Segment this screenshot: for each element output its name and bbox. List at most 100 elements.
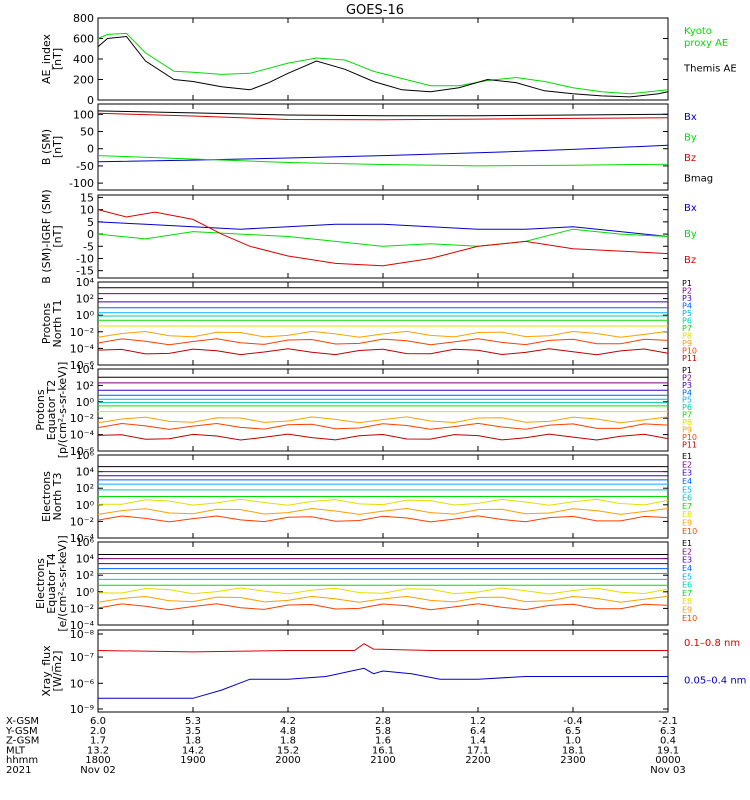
orbit-row-label: MLT xyxy=(6,745,26,756)
legend-label: Bz xyxy=(684,255,696,266)
ytick-label: 10⁴ xyxy=(76,553,95,566)
ylabel: Electrons xyxy=(40,471,53,522)
channel-label: P11 xyxy=(682,440,697,449)
channel-label: P8 xyxy=(682,332,692,341)
orbit-value: 2100 xyxy=(370,755,395,766)
ytick-label: 15 xyxy=(80,191,94,204)
series-line xyxy=(97,209,669,267)
orbit-value: 18.1 xyxy=(562,745,584,756)
ylabel: Protons xyxy=(34,389,47,430)
orbit-value: 1.4 xyxy=(470,736,486,747)
ytick-label: 10⁻² xyxy=(70,515,94,528)
orbit-value: 15.2 xyxy=(277,745,299,756)
orbit-value: 2.8 xyxy=(375,716,391,727)
panel-frame xyxy=(97,103,669,191)
ytick-label: 10⁰ xyxy=(76,309,95,322)
level-line xyxy=(98,498,669,506)
level-line xyxy=(97,595,669,603)
channel-label: P10 xyxy=(682,347,697,356)
channel-label: P1 xyxy=(682,279,692,288)
ytick-label: 0 xyxy=(87,94,94,107)
ytick-label: 10⁻⁴ xyxy=(70,342,95,355)
panel-2: 100 50 0 -50 -100 B (SM)[nT] Bx By Bz Bmag xyxy=(40,103,713,191)
channel-label: P7 xyxy=(682,324,692,333)
orbit-value: 2300 xyxy=(560,755,585,766)
channel-label: P4 xyxy=(682,302,692,311)
channel-label: P7 xyxy=(682,411,692,420)
ytick-label: 10⁰ xyxy=(76,396,95,409)
ytick-label: 10⁻² xyxy=(70,326,94,339)
channel-label: P9 xyxy=(682,425,692,434)
ytick-label: 400 xyxy=(73,53,94,66)
series-line xyxy=(97,643,668,653)
channel-label: E5 xyxy=(682,572,692,581)
orbit-value: 0000 xyxy=(655,755,680,766)
orbit-row-label: Y-GSM xyxy=(5,726,38,737)
channel-label: E6 xyxy=(682,581,692,590)
level-line xyxy=(97,507,669,515)
channel-label: P8 xyxy=(682,418,692,427)
channel-label: P5 xyxy=(682,396,692,405)
ylabel: [W/m2] xyxy=(51,651,64,692)
ylabel: Xray_flux xyxy=(40,645,53,697)
ylabel: [p/(cm²-s-sr-keV)] xyxy=(56,362,69,459)
channel-label: E4 xyxy=(682,564,692,573)
ylabel: Electrons xyxy=(34,558,47,609)
orbit-row-label: Z-GSM xyxy=(6,736,39,747)
legend-label: By xyxy=(684,229,697,240)
legend-label: proxy AE xyxy=(684,38,728,49)
legend-label: Bz xyxy=(684,153,696,164)
ylabel: [nT] xyxy=(51,136,64,158)
channel-label: P3 xyxy=(682,381,692,390)
channel-label: E3 xyxy=(682,469,692,478)
figure-title: GOES-16 xyxy=(346,3,404,18)
orbit-value: 1900 xyxy=(180,755,205,766)
ytick-label: 10⁻² xyxy=(70,412,94,425)
ytick-label: 50 xyxy=(80,126,94,139)
ytick-label: 10⁻⁶ xyxy=(70,359,95,372)
ytick-label: 10² xyxy=(76,482,94,495)
orbit-value: 3.5 xyxy=(185,726,201,737)
panel-frame xyxy=(97,17,669,101)
end-date-label: Nov 03 xyxy=(650,765,685,776)
ytick-label: 0 xyxy=(87,143,94,156)
channel-label: E4 xyxy=(682,477,692,486)
ytick-label: -10 xyxy=(76,252,94,265)
series-line xyxy=(97,228,669,247)
ytick-label: -5 xyxy=(83,240,94,253)
orbit-value: 1.0 xyxy=(565,736,581,747)
legend-label: Bmag xyxy=(684,173,713,184)
orbit-value: 1.8 xyxy=(185,736,201,747)
orbit-value: 19.1 xyxy=(657,745,679,756)
ytick-label: 10⁴ xyxy=(76,466,95,479)
channel-label: P6 xyxy=(682,317,692,326)
ylabel: Protons xyxy=(40,303,53,344)
ytick-label: 10⁰ xyxy=(76,586,95,599)
legend-label: 0.05–0.4 nm xyxy=(684,675,746,686)
level-line xyxy=(97,348,669,356)
ytick-label: 10⁴ xyxy=(76,276,95,289)
ytick-label: 10⁻⁶ xyxy=(70,677,95,690)
ytick-label: 800 xyxy=(73,12,94,25)
ytick-label: 100 xyxy=(73,108,94,121)
orbit-value: 4.8 xyxy=(280,726,296,737)
orbit-value: -0.4 xyxy=(563,716,583,727)
level-line xyxy=(97,603,669,611)
channel-label: P10 xyxy=(682,433,697,442)
ytick-label: 10⁻⁴ xyxy=(70,532,95,545)
level-line xyxy=(97,330,669,338)
channel-label: E8 xyxy=(682,510,692,519)
ylabel: [nT] xyxy=(51,48,64,70)
channel-label: E7 xyxy=(682,502,692,511)
orbit-value: -2.1 xyxy=(658,716,678,727)
channel-label: P11 xyxy=(682,354,697,363)
orbit-value: 1.6 xyxy=(375,736,391,747)
orbit-value: 14.2 xyxy=(182,745,204,756)
level-line xyxy=(97,422,669,430)
series-line xyxy=(97,112,669,121)
channel-label: E9 xyxy=(682,519,692,528)
ylabel: Equator T4 xyxy=(45,553,58,613)
